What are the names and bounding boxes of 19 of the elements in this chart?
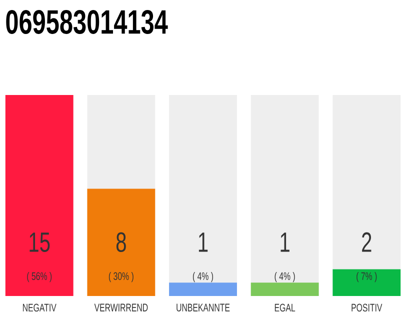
bar	[332, 269, 401, 296]
annotation: ( 7% )	[356, 272, 377, 282]
annotation: ( 30% )	[108, 272, 134, 282]
x-tick-label: UNBEKANNTE	[176, 304, 230, 312]
annotation: ( 56% )	[27, 272, 52, 282]
annotation: ( 4% )	[274, 272, 295, 282]
bar	[169, 282, 237, 296]
x-tick-label: POSITIV	[352, 304, 382, 312]
chart-title: 069583014134	[6, 10, 168, 34]
x-tick-label: NEGATIV	[22, 304, 56, 312]
data-label: 2	[362, 232, 372, 252]
data-label: 1	[198, 232, 208, 252]
data-label: 15	[30, 232, 50, 252]
bar	[250, 282, 319, 296]
annotation: ( 4% )	[192, 272, 214, 282]
x-tick-label: VERWIRREND	[94, 304, 148, 312]
data-label: 8	[116, 232, 126, 252]
x-tick-label: EGAL	[274, 304, 296, 312]
data-label: 1	[280, 232, 290, 252]
